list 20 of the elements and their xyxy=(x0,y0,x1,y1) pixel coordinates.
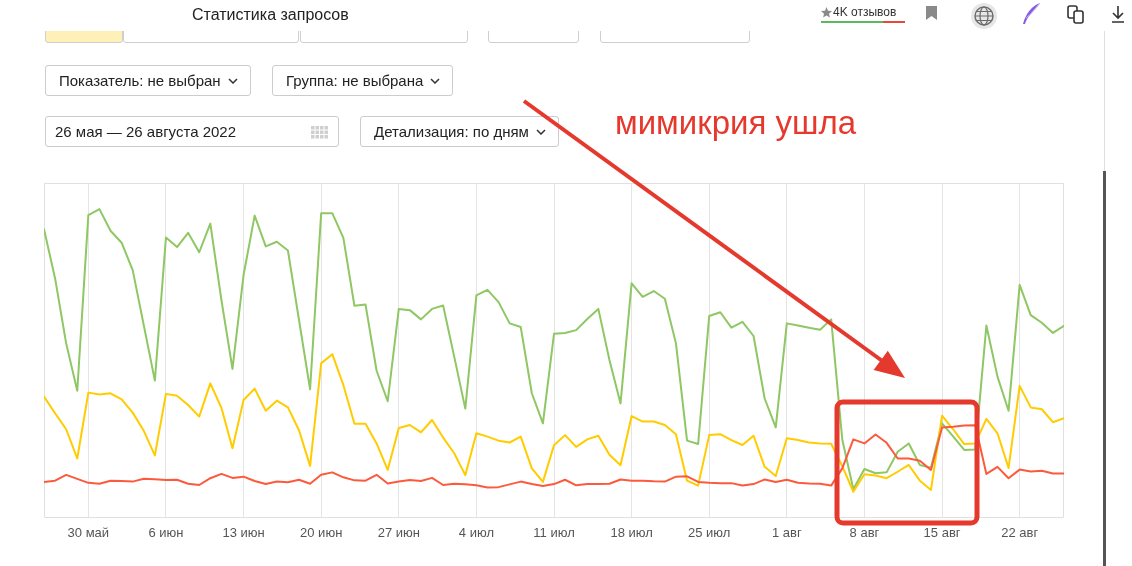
x-tick-label: 4 июл xyxy=(458,525,494,541)
dropdown: Детализация: по дням xyxy=(360,116,559,147)
x-tick-label: 6 июн xyxy=(148,525,184,541)
x-tick-label: 30 май xyxy=(67,525,110,541)
dropdown: Показатель: не выбран xyxy=(45,65,251,96)
text: мимикрия ушла xyxy=(615,104,857,142)
x-tick-label: 18 июл xyxy=(610,525,653,541)
x-tick-label: 20 июн xyxy=(300,525,343,541)
x-tick-label: 1 авг xyxy=(771,525,802,541)
x-tick-label: 11 июл xyxy=(533,525,575,541)
dropdown: Группа: не выбрана xyxy=(272,65,453,96)
x-tick-label: 22 авг xyxy=(1001,525,1039,541)
chart-title: Статистика запросов xyxy=(192,6,349,24)
x-tick-label: 27 июн xyxy=(377,525,420,541)
x-tick-label: 13 июн xyxy=(222,525,265,541)
x-tick-label: 25 июл xyxy=(688,525,731,541)
x-tick-label: 8 авг xyxy=(849,525,880,541)
x-tick-label: 15 авг xyxy=(923,525,961,541)
text: 4K отзывов xyxy=(833,5,897,19)
date-field: 26 мая — 26 августа 2022 xyxy=(45,116,339,147)
